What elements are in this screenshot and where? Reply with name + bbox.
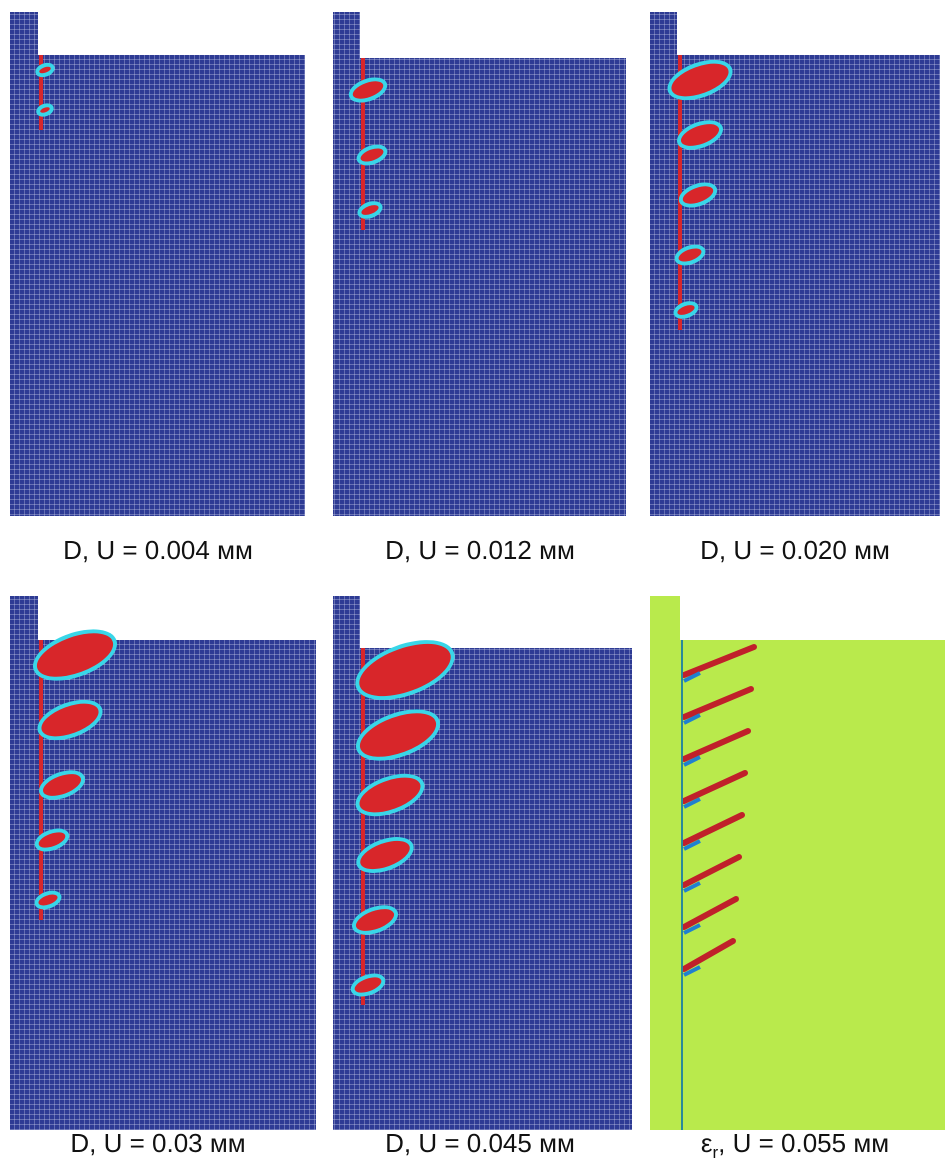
lobe [355,909,395,931]
band-edge [683,713,701,725]
lobe [39,66,51,74]
caption: D, U = 0.045 мм [385,1128,575,1158]
caption: D, U = 0.004 мм [63,535,253,565]
band [681,728,751,762]
band [681,854,742,888]
symbol: ε [700,1128,713,1158]
band-edge [683,671,701,683]
block [360,58,626,516]
band-edge [683,755,701,767]
caption: D, U = 0.012 мм [385,535,575,565]
lobe [41,703,99,737]
band [681,686,754,720]
lobe [360,840,410,870]
band-edge [683,797,701,809]
lobe [40,107,50,113]
lobe [671,63,729,97]
band [681,938,736,972]
strip [650,596,680,1130]
band [681,812,745,846]
lobe [682,186,714,204]
lobe [359,643,451,697]
block [38,55,305,516]
band-edge [683,965,701,977]
lobe [678,248,702,262]
band-edge [683,923,701,935]
strip [10,12,38,516]
lobe [42,774,82,796]
lobe [677,305,695,315]
lobe [38,832,66,848]
band-edge [683,839,701,851]
band [681,896,739,930]
strip [333,596,360,1130]
lobe [360,148,384,162]
lobe [354,977,382,993]
caption-text: , U = 0.055 мм [718,1128,890,1158]
caption: D, U = 0.020 мм [700,535,890,565]
lobe [359,777,421,813]
strip [10,596,38,1130]
band-edge [683,881,701,893]
caption: εr, U = 0.055 мм [645,1128,945,1163]
band [681,644,757,678]
lobe [36,633,114,677]
block [680,640,945,1130]
lobe [38,894,58,906]
subscript: r [712,1143,719,1163]
lobe [680,124,720,146]
lobe [352,81,384,99]
caption: D, U = 0.03 мм [70,1128,246,1158]
band [681,770,748,804]
lobe [361,205,379,215]
lobe [359,713,437,757]
